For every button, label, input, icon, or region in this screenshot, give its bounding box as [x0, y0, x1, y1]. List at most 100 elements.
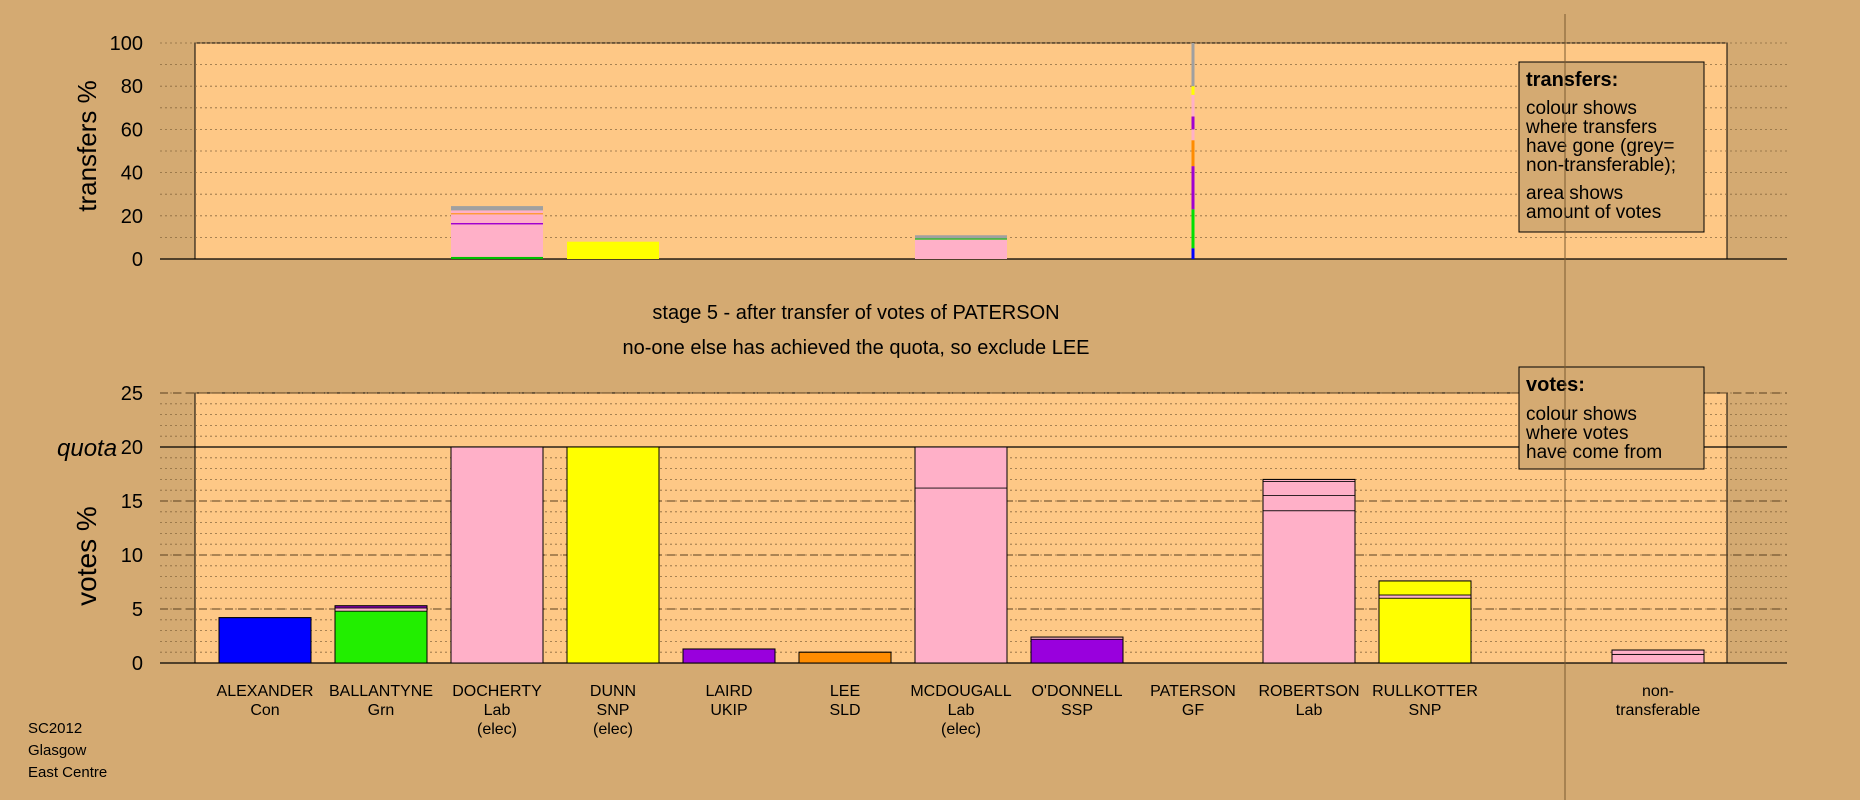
bar-segment [1191, 86, 1195, 95]
candidate-party: UKIP [710, 702, 747, 719]
bar-segment [1191, 116, 1195, 130]
bar-rullkotter [1378, 580, 1472, 664]
votes-chart: 0 5 10 15 20 25 quota votes % votes: colour s… [57, 366, 1787, 675]
bar-outline [334, 605, 428, 664]
candidate-label: PATERSON GF [1150, 683, 1236, 719]
candidate-status: (elec) [477, 721, 517, 738]
bar-robertson [1262, 478, 1356, 664]
bar-ballantyne [334, 605, 428, 664]
bar-segment [798, 651, 892, 664]
candidate-party: transferable [1616, 702, 1701, 719]
bar-segment [1191, 166, 1195, 210]
candidate-name: DOCHERTY [452, 683, 542, 700]
candidate-name: LAIRD [705, 683, 752, 700]
bar-segment [451, 206, 543, 211]
candidate-name: O'DONNELL [1031, 683, 1122, 700]
bar-outline [450, 446, 544, 664]
votes-legend-line: colour shows [1526, 404, 1637, 425]
candidate-label: non-transferable [1616, 683, 1701, 719]
candidate-label: ALEXANDER Con [217, 683, 314, 719]
bar-segment [218, 617, 312, 664]
candidate-party: SSP [1061, 702, 1093, 719]
bar-segment [1262, 495, 1356, 512]
votes-legend-title: votes: [1526, 374, 1585, 396]
bar-segment [1191, 129, 1195, 141]
candidate-name: ROBERTSON [1258, 683, 1359, 700]
bar-mcdougall [915, 235, 1007, 259]
bar-segment [334, 610, 428, 664]
candidate-party: GF [1182, 702, 1204, 719]
bar-nontransferable [1611, 649, 1705, 664]
quota-label: quota [57, 435, 117, 462]
bar-outline [1378, 580, 1472, 664]
candidate-name: BALLANTYNE [329, 683, 433, 700]
transfers-legend-line: have gone (grey= [1526, 136, 1674, 157]
bar-segment [334, 607, 428, 612]
bar-segment [914, 487, 1008, 664]
y-tick-label: 20 [121, 206, 143, 228]
bar-segment [1191, 94, 1195, 117]
candidate-label: RULLKOTTER SNP [1372, 683, 1478, 719]
transfers-legend-title: transfers: [1526, 69, 1618, 91]
candidate-label: BALLANTYNE Grn [329, 683, 433, 719]
bar-segment [1262, 481, 1356, 496]
candidate-name: MCDOUGALL [910, 683, 1011, 700]
candidate-party: Grn [368, 702, 395, 719]
candidate-party: Lab [1296, 702, 1323, 719]
transfers-legend-line: amount of votes [1526, 202, 1661, 223]
bar-odonnell [1030, 636, 1124, 664]
transfers-legend-line: non-transferable); [1526, 155, 1676, 176]
candidate-name: LEE [830, 683, 860, 700]
transfers-chart: 0 20 40 60 80 100 transfers % transfers: colo… [72, 33, 1787, 271]
bar-segment [1611, 649, 1705, 655]
bar-outline [218, 617, 312, 664]
transfers-y-label: transfers % [72, 80, 102, 212]
footer-line: Glasgow [28, 742, 87, 759]
footer-line: SC2012 [28, 720, 82, 737]
candidate-status: (elec) [941, 721, 981, 738]
bar-segment [451, 222, 543, 225]
bar-segment [915, 238, 1007, 240]
candidate-name: PATERSON [1150, 683, 1236, 700]
candidate-label: LEE SLD [829, 683, 860, 719]
candidate-labels: ALEXANDER Con BALLANTYNE Grn DOCHERTY Lab (ele… [217, 683, 1701, 738]
candidate-label: DUNN SNP (elec) [590, 683, 636, 738]
candidate-party: Con [250, 702, 279, 719]
candidate-label: DOCHERTY Lab (elec) [452, 683, 542, 738]
y-tick-label: 0 [132, 653, 143, 675]
votes-y-label: votes % [71, 506, 102, 606]
bar-mcdougall [914, 446, 1008, 664]
bar-outline [914, 446, 1008, 664]
candidate-label: ROBERTSON Lab [1258, 683, 1359, 719]
bar-dunn [566, 446, 660, 664]
bar-segment [450, 446, 544, 664]
stage-subtitle: no-one else has achieved the quota, so e… [623, 337, 1090, 359]
bar-laird [682, 648, 776, 664]
stage-title: stage 5 - after transfer of votes of PAT… [652, 302, 1059, 324]
transfers-legend: transfers: colour shows where transfers … [1518, 61, 1705, 233]
y-tick-label: 80 [121, 76, 143, 98]
bar-segment [1191, 209, 1195, 249]
bar-dunn [567, 241, 659, 259]
y-tick-label: 10 [121, 545, 143, 567]
bar-segment [566, 446, 660, 664]
bar-segment [451, 214, 543, 223]
bar-segment [1378, 597, 1472, 664]
bar-segment [682, 648, 776, 664]
bar-outline [1030, 636, 1124, 664]
candidate-label: LAIRD UKIP [705, 683, 752, 719]
bar-outline [566, 446, 660, 664]
candidate-label: MCDOUGALL Lab (elec) [910, 683, 1011, 738]
bar-segment [1262, 510, 1356, 664]
bar-segment [915, 239, 1007, 259]
bar-docherty [451, 206, 543, 259]
candidate-name: non- [1642, 683, 1674, 700]
y-tick-label: 40 [121, 163, 143, 185]
y-tick-label: 60 [121, 119, 143, 141]
votes-legend-line: have come from [1526, 442, 1662, 463]
transfers-legend-line: colour shows [1526, 98, 1637, 119]
candidate-party: SNP [1409, 702, 1442, 719]
candidate-party: Lab [948, 702, 975, 719]
candidate-name: DUNN [590, 683, 636, 700]
